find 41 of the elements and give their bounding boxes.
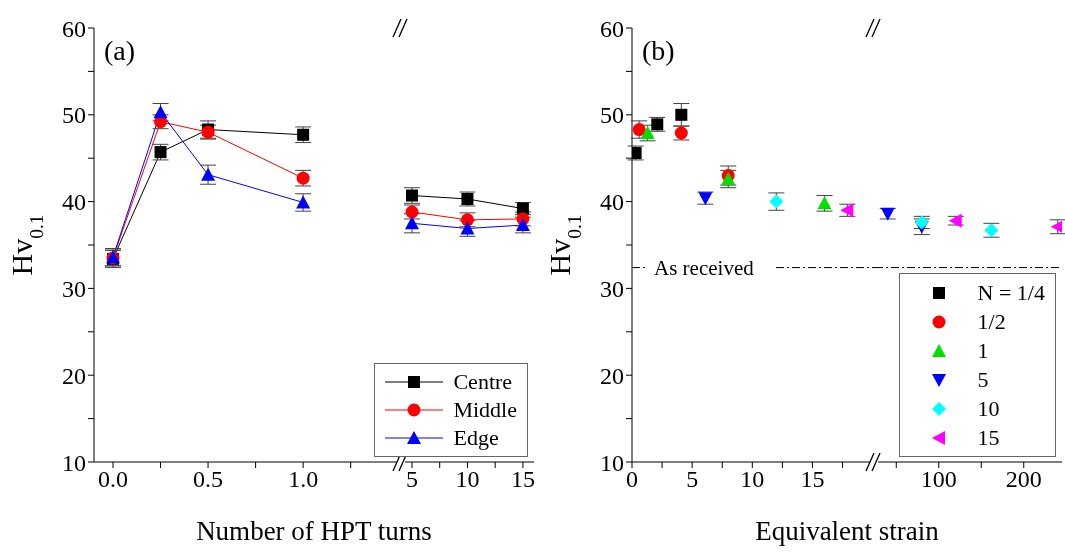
legend-label: N = 1/4 bbox=[977, 279, 1045, 306]
point bbox=[404, 216, 419, 230]
y-tick-label: 20 bbox=[62, 362, 86, 389]
x-tick-label: 0 bbox=[626, 466, 638, 493]
legend-label: 15 bbox=[977, 424, 1000, 451]
x-tick-label: 100 bbox=[920, 466, 957, 493]
x-tick-label: 10 bbox=[740, 466, 765, 493]
x-tick-label: 0.5 bbox=[193, 466, 224, 493]
y-tick-label: 10 bbox=[62, 449, 86, 476]
x-tick-label: 15 bbox=[510, 466, 535, 493]
y-tick-label: 50 bbox=[600, 102, 624, 129]
y-tick-label: 10 bbox=[600, 449, 624, 476]
point bbox=[675, 108, 688, 121]
point bbox=[201, 167, 216, 181]
x-tick-label: 10 bbox=[455, 466, 480, 493]
y-tick-label: 30 bbox=[62, 275, 86, 302]
x-tick-label: 1.0 bbox=[288, 466, 319, 493]
legend-label: Centre bbox=[453, 369, 513, 395]
legend-label: 1 bbox=[977, 337, 989, 364]
ref-line-label: As received bbox=[654, 255, 755, 280]
x-tick-label: 0.0 bbox=[98, 466, 129, 493]
legend-label: Middle bbox=[453, 397, 517, 423]
x-tick-label: 200 bbox=[1005, 466, 1042, 493]
x-tick-label: 5 bbox=[405, 466, 418, 493]
y-tick-label: 40 bbox=[600, 189, 624, 216]
y-tick-label: 30 bbox=[600, 275, 624, 302]
legend-label: Edge bbox=[453, 425, 499, 451]
x-tick-label: 15 bbox=[800, 466, 825, 493]
legend-label: 1/2 bbox=[977, 308, 1006, 335]
y-tick-label: 50 bbox=[62, 102, 86, 129]
y-tick-label: 40 bbox=[62, 189, 86, 216]
chart-title: (a) bbox=[104, 35, 136, 66]
x-axis-title: Equivalent strain bbox=[755, 516, 940, 546]
chart-title: (b) bbox=[642, 35, 675, 66]
legend-label: 5 bbox=[977, 366, 989, 393]
y-tick-label: 60 bbox=[600, 15, 624, 42]
x-tick-label: 5 bbox=[686, 466, 699, 493]
legend-label: 10 bbox=[977, 395, 1000, 422]
y-tick-label: 20 bbox=[600, 362, 624, 389]
x-axis-title: Number of HPT turns bbox=[196, 516, 432, 546]
y-tick-label: 60 bbox=[62, 15, 86, 42]
